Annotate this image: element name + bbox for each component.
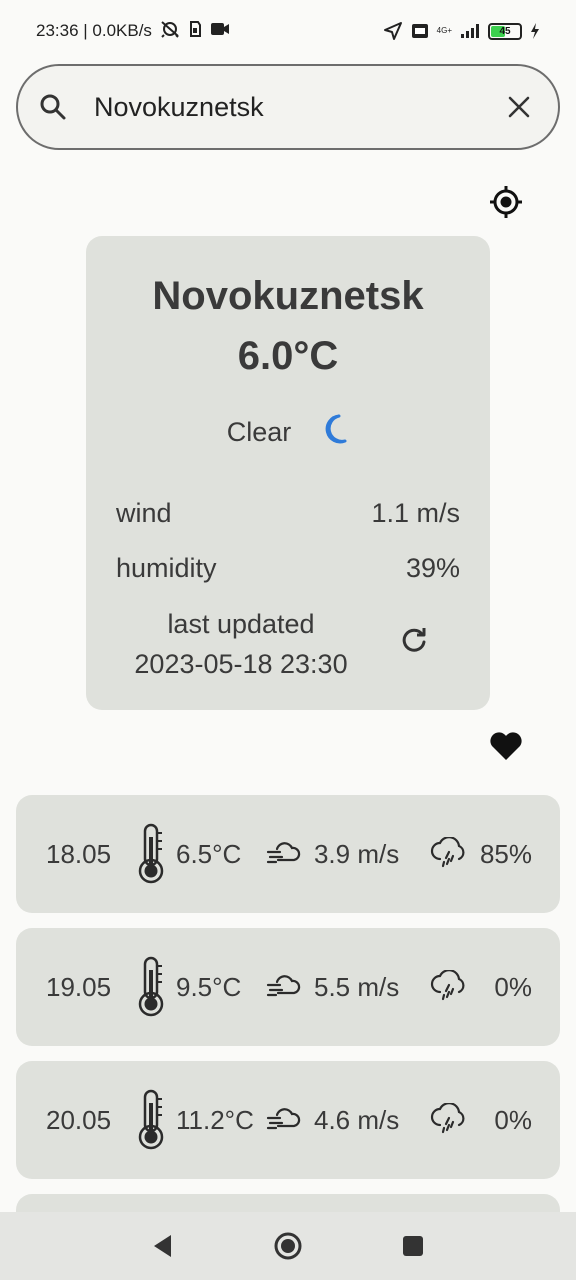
sim-icon [188,20,202,43]
last-updated: last updated 2023-05-18 23:30 [126,604,356,684]
wind-row: wind 1.1 m/s [116,498,460,529]
humidity-row: humidity 39% [116,553,460,584]
forecast-temperature: 6.5°C [175,838,242,869]
forecast-precipitation: 0% [494,1104,532,1135]
back-icon [153,1235,171,1257]
nav-recents-button[interactable] [393,1226,433,1266]
last-updated-value: 2023-05-18 23:30 [134,649,348,679]
forecast-wind: 5.5 m/s [314,971,400,1002]
forecast-temperature: 9.5°C [176,971,242,1002]
search-bar[interactable] [16,64,560,150]
location-arrow-icon [383,21,403,41]
recents-icon [403,1236,424,1256]
forecast-row[interactable]: 20.05 11.2°C 4.6 m/s 0% [16,1061,560,1179]
last-updated-label: last updated [167,609,315,639]
battery-fill [491,25,505,37]
charging-icon [530,23,540,39]
hd-icon [411,23,429,39]
condition-row: Clear [86,414,490,451]
rain-cloud-icon [430,1102,468,1138]
humidity-label: humidity [116,553,217,583]
wind-value: 1.1 m/s [371,498,460,528]
wind-cloud-icon [266,1104,302,1136]
condition-text: Clear [226,417,292,447]
thermometer-icon [134,1088,168,1152]
forecast-temperature: 11.2°C [176,1104,254,1135]
nav-home-button[interactable] [268,1226,308,1266]
moon-icon [321,414,349,451]
alarm-off-icon [160,20,180,43]
wind-cloud-icon [266,838,302,870]
forecast-wind: 3.9 m/s [313,838,400,869]
rain-cloud-icon [430,836,468,872]
current-weather-card: Novokuznetsk 6.0°C Clear wind 1.1 m/s hu… [86,236,490,710]
city-name: Novokuznetsk [152,274,424,318]
heart-icon [490,732,522,760]
forecast-wind: 4.6 m/s [314,1104,400,1135]
thermometer-icon [134,955,168,1019]
status-right: 4G+ 45 [383,21,540,41]
my-location-button[interactable] [486,182,526,222]
humidity-value: 39% [405,553,460,583]
rain-cloud-icon [430,969,468,1005]
nav-back-button[interactable] [143,1226,183,1266]
close-icon [508,96,530,118]
search-input[interactable] [94,91,502,123]
current-temperature: 6.0°C [237,334,339,378]
thermometer-icon [134,822,168,886]
search-icon [38,92,68,122]
battery-level: 45 [499,25,511,37]
status-left: 23:36 | 0.0KB/s [36,20,230,43]
forecast-date: 20.05 [46,1104,112,1135]
network-label: 4G+ [436,26,452,35]
clear-search-button[interactable] [502,90,536,124]
status-bar: 23:36 | 0.0KB/s 4G+ 45 [0,0,576,62]
refresh-icon [402,628,426,652]
forecast-precipitation: 85% [479,838,532,869]
wind-label: wind [116,498,172,528]
forecast-row[interactable]: 19.05 9.5°C 5.5 m/s 0% [16,928,560,1046]
battery-icon: 45 [488,22,522,40]
signal-icon [460,23,480,39]
my-location-icon [490,186,522,218]
system-nav-bar [0,1212,576,1280]
home-icon [274,1232,302,1260]
favorite-button[interactable] [488,728,524,764]
forecast-date: 19.05 [46,971,112,1002]
refresh-button[interactable] [398,624,430,656]
status-time-speed: 23:36 | 0.0KB/s [36,21,152,40]
forecast-row[interactable]: 18.05 6.5°C 3.9 m/s 85% [16,795,560,913]
video-record-icon [210,21,230,42]
forecast-date: 18.05 [46,838,112,869]
forecast-precipitation: 0% [494,971,532,1002]
wind-cloud-icon [266,971,302,1003]
